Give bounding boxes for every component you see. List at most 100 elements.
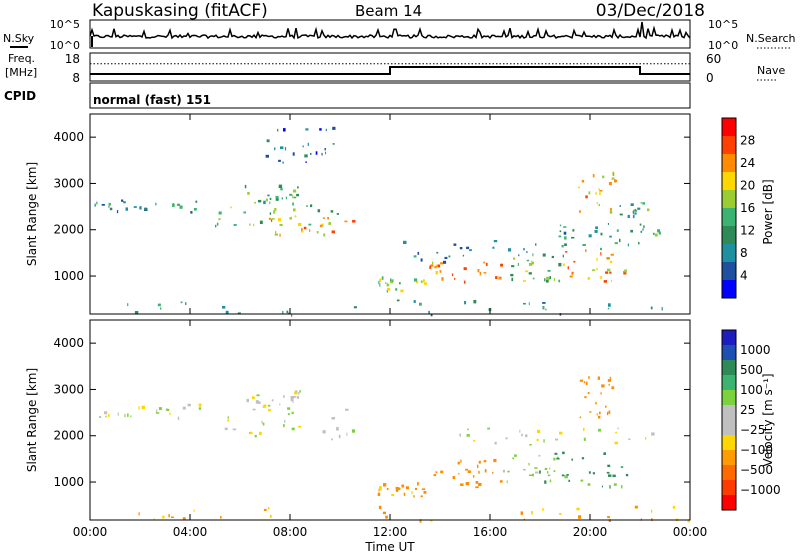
data-point [623, 271, 627, 275]
data-point [406, 486, 409, 490]
data-point [282, 161, 284, 164]
data-point [595, 226, 598, 230]
data-point [507, 470, 510, 473]
freq-left-tick-top: 18 [65, 52, 80, 66]
data-point [177, 416, 180, 420]
data-point [421, 488, 426, 491]
data-point [661, 307, 663, 311]
data-point [267, 194, 270, 197]
data-point [588, 234, 592, 238]
data-point [263, 200, 266, 205]
data-point [654, 233, 658, 237]
data-point [523, 248, 525, 251]
colorbar-tick-label: 24 [740, 156, 755, 170]
data-point [287, 312, 291, 315]
data-point [257, 401, 261, 404]
data-point [259, 431, 262, 436]
data-point [498, 276, 502, 280]
data-point [475, 486, 479, 489]
data-point [606, 268, 611, 272]
data-point [256, 394, 260, 397]
data-point [526, 259, 530, 262]
power-panel: 1000 2000 3000 4000 Slant Range [km] [25, 113, 691, 317]
data-point [510, 273, 514, 277]
x-tick-label: 00:00 [673, 525, 708, 539]
data-point [434, 266, 437, 269]
data-point [287, 407, 291, 410]
power-colorbar-label: Power [dB] [761, 179, 775, 244]
data-point [309, 229, 311, 232]
data-point [564, 243, 567, 246]
data-point [451, 273, 454, 277]
data-point [619, 213, 623, 216]
data-point [322, 430, 326, 434]
data-point [428, 310, 430, 315]
data-point [215, 224, 217, 228]
y-tick-label: 4000 [53, 336, 84, 350]
colorbar-swatch [722, 244, 736, 263]
data-point [592, 174, 595, 178]
power-plot-area [90, 114, 690, 314]
data-point [506, 480, 508, 484]
data-point [536, 438, 539, 442]
nave-label: Nave [757, 64, 785, 77]
data-point [378, 280, 380, 285]
data-point [96, 201, 98, 205]
data-point [271, 218, 275, 220]
noise-right-tick-top: 10^5 [708, 18, 738, 31]
data-point [571, 272, 574, 275]
data-point [273, 210, 276, 214]
data-point [330, 210, 334, 213]
y-tick-label: 2000 [53, 223, 84, 237]
freq-label-line1: Freq. [8, 52, 35, 65]
data-point [579, 210, 581, 213]
data-point [531, 261, 534, 265]
data-point [293, 196, 297, 199]
data-point [634, 505, 638, 509]
data-point [616, 229, 619, 232]
data-point [588, 376, 590, 379]
data-point [620, 466, 624, 468]
data-point [322, 217, 325, 219]
data-point [290, 399, 293, 402]
data-point [606, 471, 610, 474]
colorbar-tick-label: 12 [740, 224, 755, 238]
data-point [523, 280, 526, 282]
data-point [464, 301, 467, 305]
data-point [244, 184, 247, 189]
data-point [317, 209, 321, 213]
data-point [547, 269, 551, 272]
data-point [395, 288, 398, 291]
data-point [176, 203, 181, 206]
data-point [265, 198, 268, 202]
data-point [443, 260, 447, 264]
data-point [216, 222, 219, 226]
data-point [182, 517, 186, 520]
colorbar-swatch [722, 465, 736, 481]
data-point [400, 289, 404, 293]
data-point [460, 459, 462, 463]
data-point [657, 229, 660, 233]
data-point [469, 249, 472, 252]
data-point [251, 396, 255, 400]
colorbar-swatch [722, 360, 736, 376]
data-point [596, 257, 598, 261]
data-point [108, 202, 111, 206]
data-point [563, 226, 567, 228]
data-point [271, 399, 274, 402]
data-point [630, 203, 634, 206]
data-point [378, 505, 382, 510]
data-point [562, 254, 564, 258]
data-point [160, 307, 162, 310]
cpid-panel-frame [89, 82, 691, 109]
data-point [594, 230, 598, 233]
data-point [413, 255, 417, 258]
data-point [454, 277, 456, 280]
data-point [459, 247, 463, 250]
data-point [435, 471, 438, 474]
colorbar-swatch [722, 154, 736, 173]
data-point [581, 457, 585, 460]
data-point [99, 416, 102, 418]
data-point [520, 511, 523, 515]
data-point [585, 249, 587, 253]
